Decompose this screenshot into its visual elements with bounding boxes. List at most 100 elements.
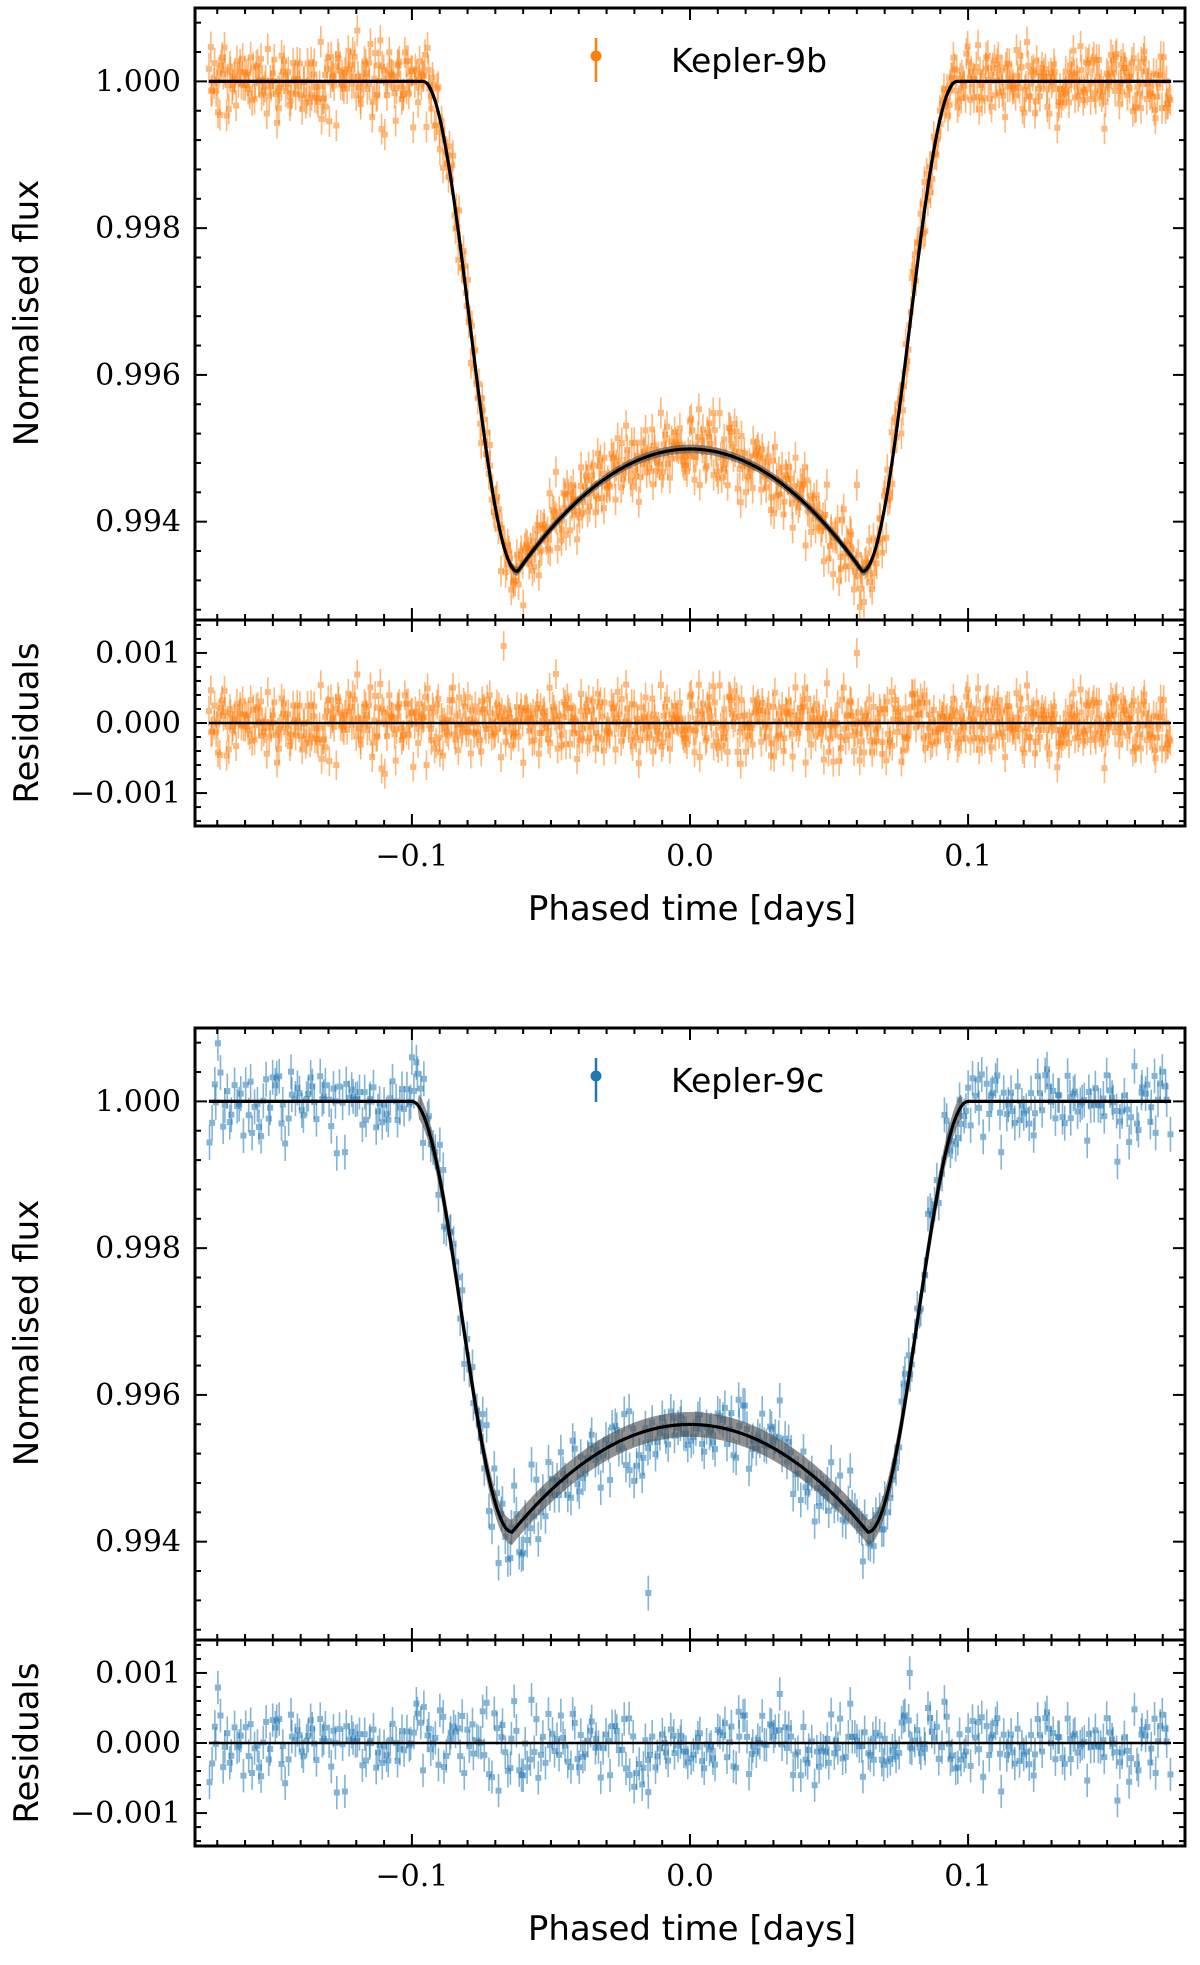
flux-point xyxy=(271,44,278,76)
xtick-label: 0.1 xyxy=(944,1859,992,1894)
flux-point xyxy=(263,97,270,130)
flux-point xyxy=(272,1067,279,1103)
flux-point xyxy=(429,61,436,94)
residual-point xyxy=(805,1733,812,1767)
flux-point xyxy=(657,397,664,429)
transit-model-line xyxy=(208,79,1172,574)
residual-point xyxy=(443,1739,450,1773)
residual-point xyxy=(426,710,433,741)
residual-point xyxy=(1134,713,1141,744)
flux-point xyxy=(806,496,813,529)
residual-point xyxy=(308,721,315,752)
residual-point xyxy=(354,1723,361,1758)
flux-ytick-label: 0.996 xyxy=(95,358,181,393)
residual-point xyxy=(539,1720,546,1754)
flux-point xyxy=(206,1124,213,1160)
flux-point xyxy=(308,79,315,111)
residual-point xyxy=(741,1698,748,1732)
residual-point xyxy=(389,1707,396,1741)
residual-point xyxy=(479,1694,486,1729)
residual-point xyxy=(512,706,519,737)
flux-point xyxy=(1148,1089,1155,1125)
residual-point xyxy=(824,1722,831,1756)
residual-point xyxy=(880,1748,887,1782)
residual-point xyxy=(534,689,541,720)
residual-point xyxy=(612,1709,619,1743)
xtick-label: −0.1 xyxy=(375,839,448,874)
flux-point xyxy=(901,1356,908,1392)
residual-point xyxy=(768,728,775,759)
residual-point xyxy=(699,689,706,719)
residual-point xyxy=(899,735,906,766)
flux-point xyxy=(889,468,896,500)
residual-point xyxy=(888,677,895,707)
residual-point xyxy=(621,1702,628,1736)
residual-point xyxy=(231,1710,238,1745)
residual-point xyxy=(896,1736,903,1770)
residual-point xyxy=(679,719,686,750)
residual-point xyxy=(341,1774,348,1809)
residual-point xyxy=(246,719,253,750)
flux-point xyxy=(943,73,950,106)
flux-point xyxy=(349,36,356,69)
residual-point xyxy=(1027,722,1034,753)
flux-point xyxy=(435,71,442,103)
flux-point xyxy=(488,1509,495,1545)
residual-point xyxy=(485,714,492,744)
flux-point xyxy=(770,445,777,477)
residual-point xyxy=(742,737,749,767)
flux-point xyxy=(483,1407,490,1443)
residual-point xyxy=(535,1761,542,1795)
residual-point xyxy=(1101,1740,1108,1774)
flux-point xyxy=(1163,1082,1170,1118)
flux-point xyxy=(1098,80,1105,112)
residual-point xyxy=(410,752,417,782)
residual-point xyxy=(431,733,438,764)
residual-point xyxy=(588,712,595,742)
residual-point xyxy=(976,1732,983,1766)
flux-point xyxy=(658,461,665,493)
residual-point xyxy=(288,719,295,750)
residual-point xyxy=(1148,719,1155,750)
residual-point xyxy=(354,659,361,690)
flux-point xyxy=(683,455,690,487)
residual-point xyxy=(691,737,698,768)
flux-point xyxy=(385,1102,392,1138)
residual-point xyxy=(307,727,314,758)
residual-point xyxy=(941,1685,948,1719)
flux-point xyxy=(288,77,295,110)
residual-point xyxy=(387,1723,394,1757)
flux-point xyxy=(232,63,239,95)
residual-point xyxy=(1011,1746,1018,1781)
residual-point xyxy=(766,711,773,742)
flux-point xyxy=(378,113,385,145)
residual-point xyxy=(1054,752,1061,783)
residual-point xyxy=(391,719,398,750)
residual-point xyxy=(322,701,329,732)
flux-point xyxy=(776,1382,783,1418)
residual-point xyxy=(1014,1712,1021,1746)
residual-point xyxy=(675,1728,682,1763)
flux-point xyxy=(601,442,608,474)
flux-point xyxy=(1087,1087,1094,1123)
residual-point xyxy=(499,1708,506,1742)
residual-point xyxy=(351,684,358,715)
flux-point xyxy=(691,464,698,496)
residual-point xyxy=(633,722,640,753)
residual-point xyxy=(721,1706,728,1740)
flux-point xyxy=(1135,1112,1142,1148)
flux-point xyxy=(771,431,778,463)
legend-marker xyxy=(590,1058,602,1102)
residual-point xyxy=(1135,695,1142,726)
residual-point xyxy=(263,1705,270,1739)
flux-point xyxy=(618,427,625,459)
residual-point xyxy=(689,690,696,721)
residual-point xyxy=(1013,678,1020,708)
residual-point xyxy=(217,1698,224,1733)
flux-point xyxy=(1011,1105,1018,1141)
flux-point xyxy=(348,67,355,100)
flux-point xyxy=(440,1152,447,1188)
flux-point xyxy=(640,1440,647,1476)
residual-point xyxy=(967,1749,974,1783)
